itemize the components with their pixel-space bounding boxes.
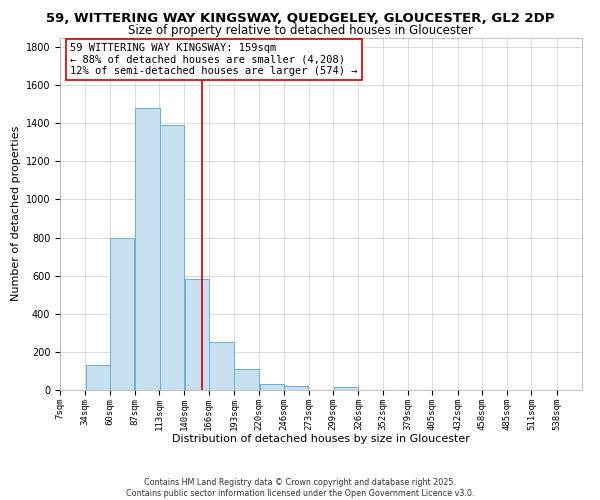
Bar	[185, 280, 209, 390]
X-axis label: Distribution of detached houses by size in Gloucester: Distribution of detached houses by size …	[172, 434, 470, 444]
Bar	[86, 365, 110, 390]
Bar	[284, 386, 308, 390]
Bar	[260, 384, 284, 390]
Bar	[235, 369, 259, 390]
Bar	[334, 387, 358, 390]
Bar	[135, 108, 160, 390]
Text: 59, WITTERING WAY KINGSWAY, QUEDGELEY, GLOUCESTER, GL2 2DP: 59, WITTERING WAY KINGSWAY, QUEDGELEY, G…	[46, 12, 554, 26]
Y-axis label: Number of detached properties: Number of detached properties	[11, 126, 22, 302]
Bar	[160, 125, 184, 390]
Text: 59 WITTERING WAY KINGSWAY: 159sqm
← 88% of detached houses are smaller (4,208)
1: 59 WITTERING WAY KINGSWAY: 159sqm ← 88% …	[70, 43, 358, 76]
Text: Contains HM Land Registry data © Crown copyright and database right 2025.
Contai: Contains HM Land Registry data © Crown c…	[126, 478, 474, 498]
Bar	[110, 238, 134, 390]
Text: Size of property relative to detached houses in Gloucester: Size of property relative to detached ho…	[128, 24, 473, 37]
Bar	[209, 342, 233, 390]
